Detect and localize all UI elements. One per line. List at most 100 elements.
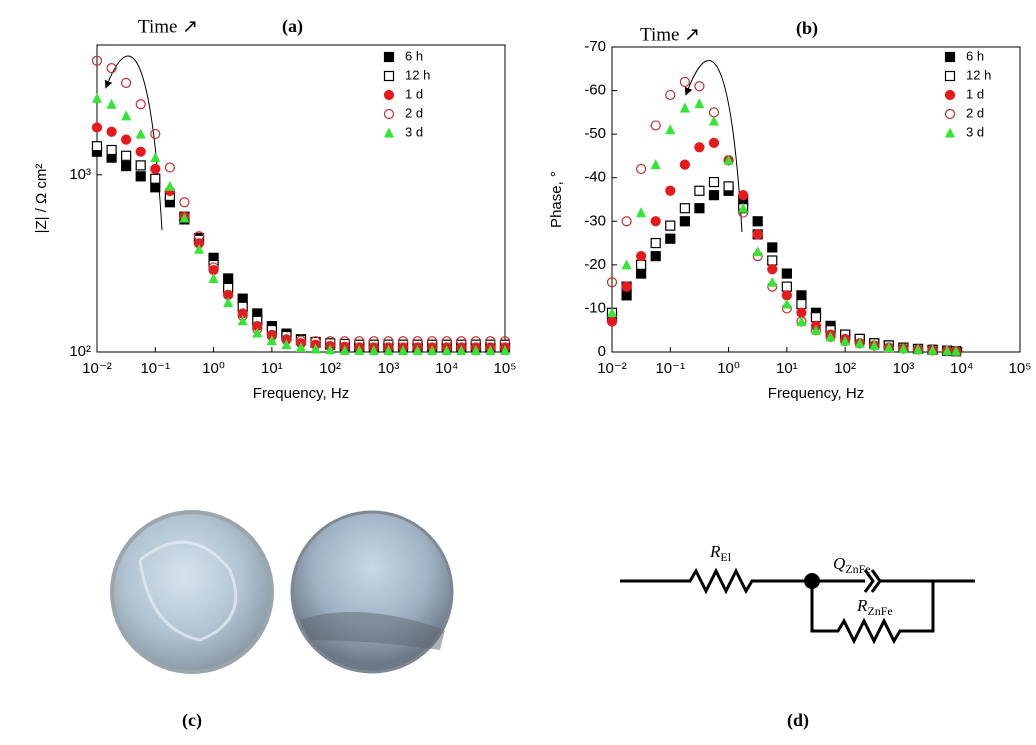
marker (121, 77, 132, 89)
x-tick-label: 10⁻¹ (140, 360, 170, 377)
marker (164, 180, 175, 191)
circuit-label-main: R (709, 542, 721, 561)
marker (193, 231, 205, 242)
x-tick-label: 10⁻² (597, 360, 627, 377)
legend-marker (944, 108, 956, 120)
legend-marker (944, 51, 956, 63)
marker (150, 173, 161, 184)
marker (781, 268, 792, 279)
circuit-label-sub: ZnFe (845, 562, 870, 576)
x-tick-label: 10⁴ (950, 360, 973, 377)
circuit (620, 567, 975, 645)
marker (650, 120, 661, 131)
circuit-label: QZnFe (833, 554, 871, 576)
marker (121, 150, 132, 161)
marker (223, 273, 234, 284)
marker (295, 342, 306, 353)
marker (767, 276, 778, 287)
marker (665, 89, 676, 101)
circuit-label-main: R (856, 596, 868, 615)
y-tick-label: -30 (584, 212, 606, 229)
annotation: Time ↗ (138, 16, 198, 37)
marker (694, 185, 705, 196)
marker (150, 163, 161, 174)
marker (150, 182, 161, 193)
legend-label: 12 h (405, 67, 430, 82)
circuit-label-sub: ZnFe (867, 604, 892, 618)
x-tick-label: 10¹ (261, 360, 283, 377)
plot-frame (96, 44, 506, 353)
marker (606, 316, 618, 327)
marker (796, 290, 807, 301)
marker (441, 344, 452, 355)
y-tick-label: -70 (584, 38, 606, 55)
marker (150, 128, 161, 140)
x-tick-label: 10² (319, 360, 341, 377)
marker (694, 81, 705, 92)
marker (606, 277, 618, 288)
marker (485, 344, 496, 355)
panel-label: (a) (282, 16, 303, 37)
marker (223, 297, 234, 308)
marker (121, 134, 132, 145)
y-tick-label: 10² (69, 343, 91, 360)
y-tick-label: -50 (584, 125, 606, 142)
time-arrow (684, 60, 743, 233)
marker (470, 344, 481, 355)
marker (412, 344, 423, 355)
marker (150, 152, 161, 163)
marker (456, 344, 467, 355)
marker (767, 255, 778, 266)
marker (354, 344, 365, 355)
marker (854, 337, 865, 348)
marker (91, 55, 103, 66)
marker (621, 281, 632, 292)
legend-marker (384, 127, 394, 138)
marker (665, 185, 676, 196)
marker (621, 216, 632, 227)
marker (679, 203, 690, 214)
marker (383, 344, 394, 355)
marker (237, 315, 248, 326)
circuit-label: REl (709, 542, 732, 564)
circuit-label-sub: El (720, 550, 731, 564)
marker (951, 345, 962, 356)
marker (106, 62, 117, 74)
marker (913, 343, 924, 354)
legend-marker (383, 108, 395, 120)
legend-marker (945, 127, 955, 138)
marker (796, 307, 807, 318)
x-tick-label: 10⁻² (82, 360, 112, 377)
y-axis-label: Phase, ° (548, 171, 565, 228)
x-tick-label: 10² (834, 360, 856, 377)
x-tick-label: 10⁰ (202, 360, 225, 377)
marker (106, 98, 117, 109)
marker (883, 342, 894, 353)
x-tick-label: 10⁰ (717, 360, 740, 377)
panel-label: (c) (182, 710, 202, 731)
marker (738, 202, 749, 213)
marker (708, 137, 720, 148)
marker (106, 144, 117, 156)
circuit-label: RZnFe (856, 596, 893, 618)
marker (636, 163, 647, 175)
marker (310, 343, 321, 354)
marker (607, 307, 617, 318)
legend-label: 3 d (966, 124, 984, 139)
marker (665, 220, 676, 231)
marker (121, 110, 132, 121)
marker (679, 76, 690, 87)
x-axis-label: Frequency, Hz (768, 385, 864, 402)
y-tick-label: -60 (584, 82, 606, 99)
marker (193, 243, 204, 254)
legend-label: 3 d (405, 124, 423, 139)
sample-photo (110, 510, 274, 674)
marker (679, 102, 690, 113)
marker (636, 251, 647, 262)
marker (708, 190, 720, 201)
marker (266, 335, 277, 346)
marker (679, 159, 690, 170)
marker (752, 216, 763, 227)
marker (650, 159, 661, 170)
